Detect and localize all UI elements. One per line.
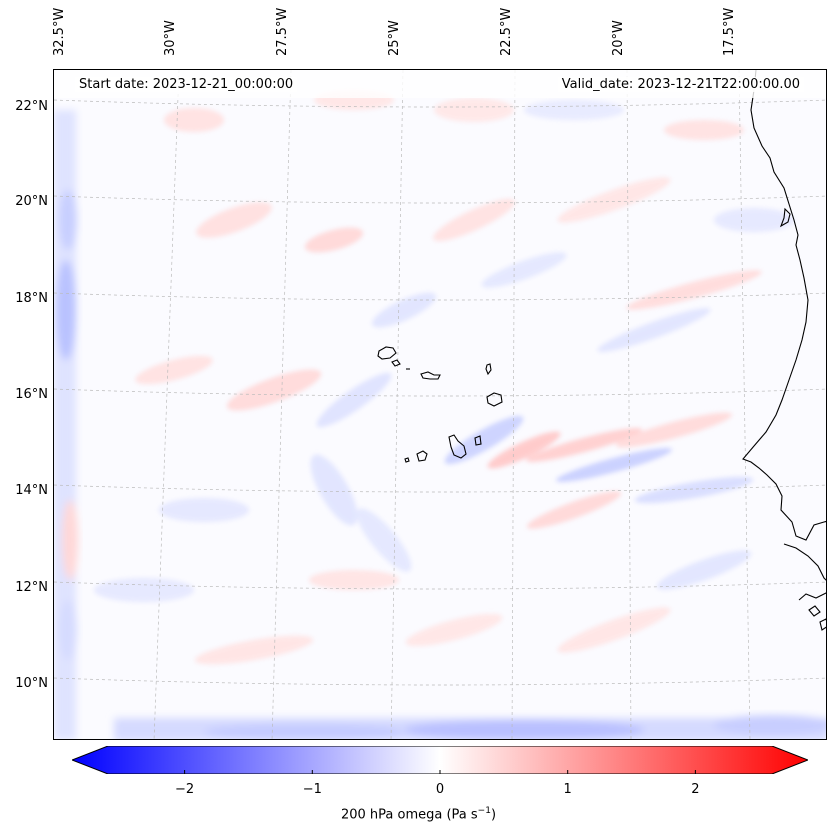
island-santo-antao <box>377 346 397 360</box>
lat-label-10n: 10°N <box>15 676 48 691</box>
graticule-lat-22n <box>54 99 826 108</box>
islands <box>377 346 503 463</box>
lon-label-17-5w: 17.5°W <box>722 7 737 56</box>
colorbar <box>70 745 810 775</box>
colorbar-ramp <box>70 745 810 775</box>
graticule-lat-10n <box>54 677 826 686</box>
island-brava <box>404 457 410 463</box>
graticule-lat-12n <box>54 581 826 590</box>
coastline <box>742 70 826 631</box>
omega-field-map <box>54 70 826 739</box>
island-boa-vista <box>486 392 503 407</box>
coastline-mauritania-senegal <box>742 70 826 541</box>
graticule-lon-25w <box>390 70 404 739</box>
coastline-gambia <box>783 543 826 581</box>
coastline-bijagos-1 <box>808 605 821 617</box>
field-patches-south <box>114 715 826 739</box>
field-patches-west <box>54 110 78 739</box>
lon-label-22-5w: 22.5°W <box>499 7 514 56</box>
graticule-lon-27-5w <box>271 70 292 739</box>
lon-label-25w: 25°W <box>387 20 402 56</box>
graticule-lon-22-5w <box>511 70 516 739</box>
graticule-lat-18n <box>54 292 826 301</box>
colorbar-svg <box>70 745 810 775</box>
island-fogo <box>416 450 428 462</box>
lon-label-27-5w: 27.5°W <box>275 7 290 56</box>
lat-label-12n: 12°N <box>15 580 48 595</box>
lat-label-22n: 22°N <box>15 99 48 114</box>
graticule-lat-14n <box>54 484 826 493</box>
island-maio <box>474 435 482 446</box>
colorbar-tick-label-1: 1 <box>563 782 572 797</box>
colorbar-tick-label-neg2: −2 <box>175 782 195 797</box>
graticule-lon-17-5w <box>738 70 751 739</box>
graticule-lon-30w <box>153 70 180 739</box>
coastline-guinea-bissau <box>798 592 826 601</box>
map-panel[interactable] <box>53 69 827 740</box>
start-date-label: Start date: 2023-12-21_00:00:00 <box>75 77 298 92</box>
lat-label-16n: 16°N <box>15 387 48 402</box>
island-sao-vicente <box>391 359 401 367</box>
colorbar-tick-marks <box>184 770 696 774</box>
colorbar-label-text: 200 hPa omega (Pa s <box>340 807 478 823</box>
colorbar-label: 200 hPa omega (Pa s−1) <box>0 806 837 822</box>
lat-label-20n: 20°N <box>15 194 48 209</box>
valid-date-label: Valid_date: 2023-12-21T22:00:00.00 <box>557 77 804 92</box>
graticule-lat-20n <box>54 195 826 204</box>
coastline-bijagos-2 <box>819 618 826 631</box>
field-streaks <box>94 90 794 665</box>
lon-label-30w: 30°W <box>163 20 178 56</box>
colorbar-label-exponent: −1 <box>477 806 491 816</box>
graticule-lon-20w <box>626 70 632 739</box>
coastline-western-sahara-bay <box>779 207 791 228</box>
lon-label-20w: 20°W <box>611 20 626 56</box>
graticule-lat-16n <box>54 388 826 397</box>
colorbar-tick-label-neg1: −1 <box>302 782 322 797</box>
lat-label-14n: 14°N <box>15 483 48 498</box>
colorbar-tick-label-0: 0 <box>435 782 445 797</box>
island-sao-nicolau <box>420 371 441 380</box>
colorbar-tick-label-2: 2 <box>691 782 700 797</box>
colorbar-label-close: ) <box>490 807 497 823</box>
graticule <box>54 70 826 739</box>
lon-label-32-5w: 32.5°W <box>52 7 67 56</box>
lat-label-18n: 18°N <box>15 291 48 306</box>
island-sal <box>485 363 492 376</box>
island-santiago <box>448 434 467 459</box>
